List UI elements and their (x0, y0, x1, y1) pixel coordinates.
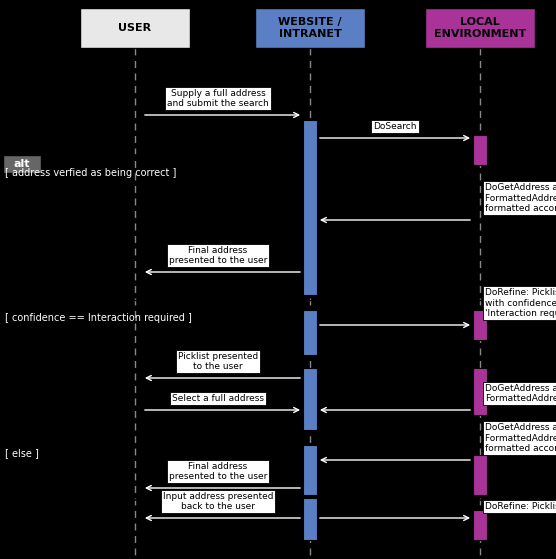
Text: USER: USER (118, 23, 152, 33)
Bar (303, 445, 317, 495)
Text: DoGetAddress and
FormattedAddress: address
formatted according to layout: DoGetAddress and FormattedAddress: addre… (485, 183, 556, 213)
Text: DoGetAddress and
FormattedAddress: address
formatted according to layout: DoGetAddress and FormattedAddress: addre… (485, 423, 556, 453)
Bar (303, 498, 317, 540)
Text: Final address
presented to the user: Final address presented to the user (169, 245, 267, 265)
Bar (3, 155, 41, 173)
Bar (473, 368, 487, 415)
Text: [ confidence == Interaction required ]: [ confidence == Interaction required ] (5, 313, 192, 323)
Bar (3, 155, 553, 500)
Bar (473, 310, 487, 340)
Bar (303, 368, 317, 430)
Bar (303, 120, 317, 295)
Text: DoRefine: Picklist
with confidence set to
'Interaction required': DoRefine: Picklist with confidence set t… (485, 288, 556, 318)
Bar (473, 455, 487, 495)
Bar (255, 8, 365, 48)
Text: DoGetAddress and
FormattedAddress: DoGetAddress and FormattedAddress (485, 383, 556, 403)
Bar (473, 510, 487, 540)
Text: Input address presented
back to the user: Input address presented back to the user (163, 491, 273, 511)
Text: Picklist presented
to the user: Picklist presented to the user (178, 352, 258, 371)
Text: Select a full address: Select a full address (172, 394, 264, 403)
Text: DoRefine: Picklist: DoRefine: Picklist (485, 502, 556, 511)
Text: Final address
presented to the user: Final address presented to the user (169, 462, 267, 481)
Text: LOCAL
ENVIRONMENT: LOCAL ENVIRONMENT (434, 17, 526, 39)
Bar (80, 8, 190, 48)
Text: Supply a full address
and submit the search: Supply a full address and submit the sea… (167, 88, 269, 108)
Bar (473, 135, 487, 165)
Text: WEBSITE /
INTRANET: WEBSITE / INTRANET (278, 17, 342, 39)
Text: [ else ]: [ else ] (5, 448, 39, 458)
Bar (303, 310, 317, 355)
Text: alt: alt (14, 159, 30, 169)
Text: DoSearch: DoSearch (373, 122, 417, 131)
Bar (425, 8, 535, 48)
Text: [ address verfied as being correct ]: [ address verfied as being correct ] (5, 168, 176, 178)
